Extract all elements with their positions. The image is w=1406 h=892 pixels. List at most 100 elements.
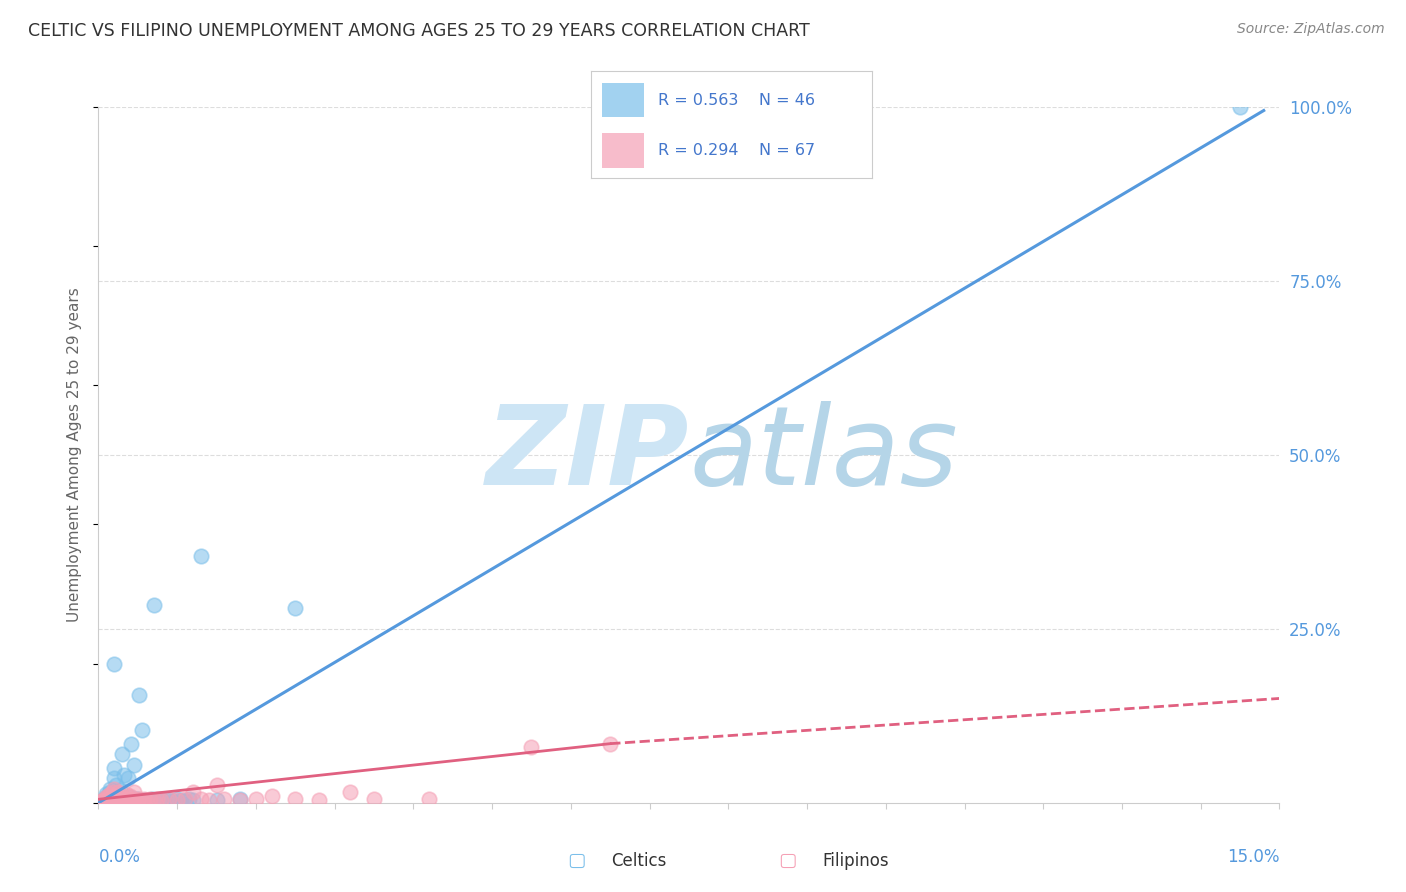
Text: atlas: atlas — [689, 401, 957, 508]
Point — [127, 793, 149, 807]
Point — [166, 793, 188, 807]
Text: 0.0%: 0.0% — [98, 848, 141, 866]
Point — [121, 793, 143, 807]
Point — [101, 791, 124, 805]
Point — [111, 789, 134, 803]
Point — [520, 740, 543, 755]
Point — [214, 792, 236, 806]
Point — [117, 794, 139, 808]
Point — [93, 793, 115, 807]
Point — [141, 792, 163, 806]
Point — [118, 792, 141, 806]
Point — [118, 789, 141, 803]
Point — [117, 772, 139, 786]
Text: R = 0.563    N = 46: R = 0.563 N = 46 — [658, 93, 815, 108]
Point — [90, 794, 112, 808]
Point — [284, 792, 307, 806]
Point — [122, 757, 145, 772]
Point — [98, 794, 121, 808]
Point — [104, 793, 127, 807]
Point — [229, 792, 252, 806]
Point — [146, 793, 169, 807]
Point — [96, 790, 118, 805]
Point — [103, 761, 125, 775]
Point — [117, 793, 139, 807]
Point — [138, 794, 160, 808]
Point — [284, 601, 307, 615]
Point — [174, 792, 197, 806]
Point — [599, 737, 621, 751]
Point — [142, 598, 165, 612]
Point — [103, 790, 125, 805]
Point — [166, 792, 188, 806]
Point — [122, 792, 145, 806]
Point — [98, 788, 121, 802]
Point — [174, 794, 197, 808]
Point — [190, 549, 212, 563]
Point — [97, 793, 120, 807]
Point — [157, 792, 180, 806]
Point — [128, 792, 150, 806]
Point — [245, 792, 267, 806]
Point — [418, 792, 440, 806]
Point — [143, 794, 166, 808]
Point — [93, 792, 115, 806]
Point — [205, 793, 228, 807]
Point — [104, 778, 127, 792]
Point — [112, 794, 135, 808]
Point — [96, 794, 118, 808]
Point — [103, 781, 125, 796]
Point — [135, 793, 157, 807]
Point — [103, 794, 125, 808]
Y-axis label: Unemployment Among Ages 25 to 29 years: Unemployment Among Ages 25 to 29 years — [67, 287, 83, 623]
Point — [135, 794, 157, 808]
Point — [170, 793, 193, 807]
Point — [142, 793, 165, 807]
Point — [108, 793, 131, 807]
Point — [100, 793, 122, 807]
Point — [98, 785, 121, 799]
Point — [103, 657, 125, 671]
Bar — [602, 83, 644, 118]
Point — [146, 792, 169, 806]
Text: 15.0%: 15.0% — [1227, 848, 1279, 866]
Point — [93, 792, 115, 806]
Point — [127, 791, 149, 805]
Point — [97, 793, 120, 807]
Point — [110, 783, 132, 797]
Point — [1229, 100, 1251, 114]
Text: CELTIC VS FILIPINO UNEMPLOYMENT AMONG AGES 25 TO 29 YEARS CORRELATION CHART: CELTIC VS FILIPINO UNEMPLOYMENT AMONG AG… — [28, 22, 810, 40]
Point — [181, 793, 204, 807]
Point — [190, 792, 212, 806]
Text: Filipinos: Filipinos — [823, 852, 889, 870]
Point — [112, 768, 135, 782]
Point — [177, 792, 200, 806]
Point — [150, 791, 173, 805]
Point — [138, 792, 160, 806]
Point — [110, 794, 132, 808]
Point — [111, 793, 134, 807]
Text: ▢: ▢ — [778, 851, 797, 870]
Point — [107, 785, 129, 799]
Point — [110, 790, 132, 805]
Point — [118, 790, 141, 805]
Point — [131, 794, 153, 808]
Point — [107, 792, 129, 806]
Point — [132, 793, 155, 807]
Point — [107, 792, 129, 806]
Point — [91, 794, 114, 808]
Text: R = 0.294    N = 67: R = 0.294 N = 67 — [658, 143, 815, 158]
Point — [132, 792, 155, 806]
Point — [155, 792, 177, 806]
Point — [121, 737, 143, 751]
Point — [96, 790, 118, 805]
Point — [229, 793, 252, 807]
Text: Source: ZipAtlas.com: Source: ZipAtlas.com — [1237, 22, 1385, 37]
Point — [122, 785, 145, 799]
Point — [125, 792, 148, 806]
Point — [96, 788, 118, 802]
Point — [115, 788, 138, 802]
Point — [105, 794, 128, 808]
Point — [181, 785, 204, 799]
Point — [197, 793, 219, 807]
